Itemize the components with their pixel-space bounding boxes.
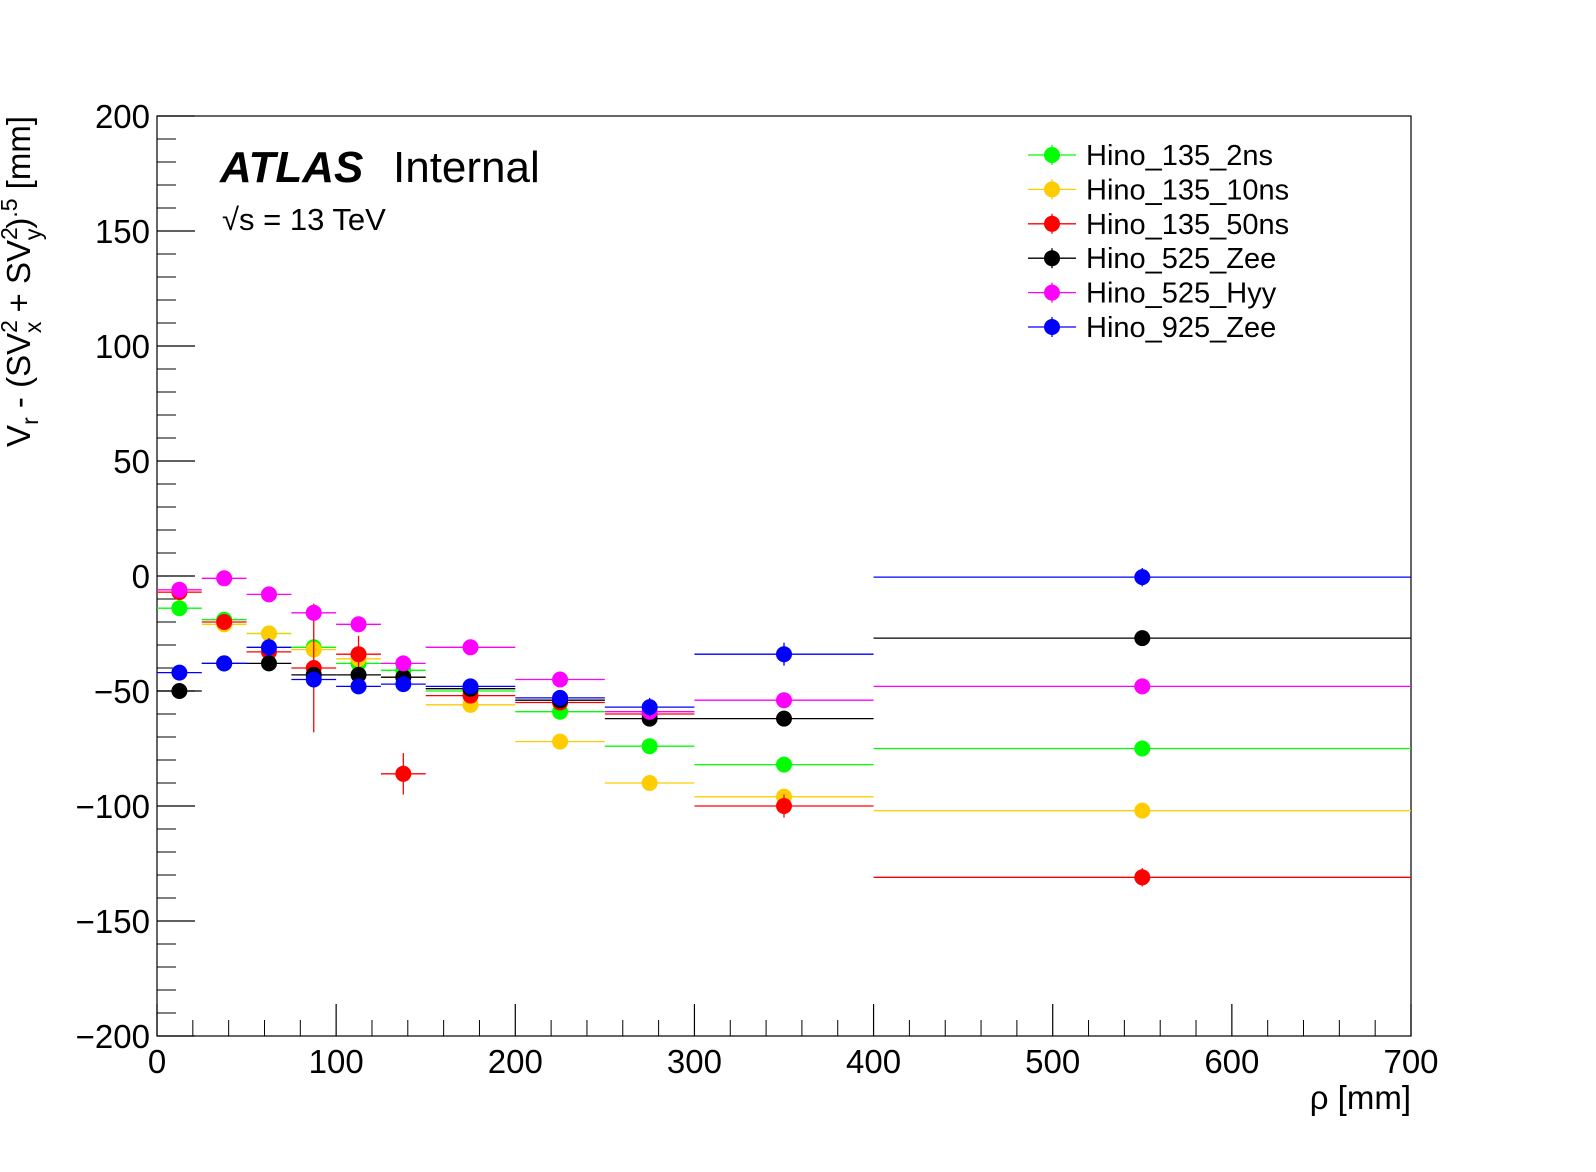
y-tick-label: 50 [113,443,150,480]
data-point [776,646,792,663]
atlas-label: ATLAS Internal √s = 13 TeV [219,143,540,237]
data-point [776,756,792,773]
legend-marker [1044,319,1060,335]
data-point [641,699,658,716]
data-point [1134,740,1151,757]
legend-marker [1044,284,1060,301]
data-point [395,765,412,782]
data-point [552,671,569,688]
internal-text: Internal [393,143,540,192]
data-point [171,581,188,598]
data-point [776,692,792,709]
data-point [260,625,277,642]
data-point [1134,869,1151,886]
legend-label: Hino_135_50ns [1086,209,1289,241]
data-point [776,798,792,814]
legend-label: Hino_135_10ns [1086,174,1289,206]
legend-marker [1044,147,1060,163]
series-Hino_925_Zee [157,567,1411,717]
y-tick-label: 100 [95,328,150,365]
data-point [216,570,233,587]
x-tick-label: 100 [309,1043,364,1080]
data-point [462,678,479,695]
data-point [171,600,188,617]
legend-label: Hino_525_Zee [1086,243,1276,275]
y-tick-label: −150 [76,903,150,940]
data-point [171,683,188,699]
data-point [260,639,277,656]
data-point [305,671,322,688]
data-point [350,616,367,633]
data-point [462,639,479,656]
data-point [1134,802,1151,819]
data-point [216,655,233,672]
legend-marker [1044,181,1060,198]
legend-entry: Hino_135_10ns [1028,174,1289,206]
y-tick-label: −100 [76,788,150,825]
legend-marker [1044,250,1060,267]
x-tick-label: 600 [1204,1043,1259,1080]
legend-label: Hino_525_Hyy [1086,278,1277,310]
data-point [260,586,277,603]
data-point [350,678,367,695]
data-point [1134,630,1151,647]
y-tick-label: −50 [94,673,150,710]
series-Hino_135_50ns [157,584,1411,887]
data-point [395,676,412,693]
legend-entry: Hino_925_Zee [1028,312,1276,344]
x-tick-label: 200 [488,1043,543,1080]
y-tick-label: −200 [76,1018,150,1055]
data-series [157,567,1411,887]
data-point [395,655,412,672]
x-axis-title: ρ [mm] [1310,1079,1411,1116]
data-point [641,738,658,755]
data-point [350,646,367,663]
data-point [641,775,658,791]
data-point [260,655,277,672]
legend-entry: Hino_525_Zee [1028,243,1276,275]
x-tick-label: 300 [667,1043,722,1080]
y-tick-label: 150 [95,213,150,250]
axis-ticks: 0 100 200 300 400 500 600 700 −200 −150 −100 −50 0 50… [76,98,1439,1080]
data-point [552,733,569,750]
x-tick-label: 400 [846,1043,901,1080]
data-point [552,689,569,706]
energy-text: √s = 13 TeV [222,202,386,237]
y-tick-label: 200 [95,98,150,135]
x-tick-label: 700 [1383,1043,1438,1080]
data-point [216,614,233,630]
legend-entry: Hino_135_50ns [1028,209,1289,241]
data-point [171,664,188,681]
data-point [1134,678,1151,695]
legend: Hino_135_2nsHino_135_10nsHino_135_50nsHi… [1028,140,1289,344]
y-tick-label: 0 [132,558,150,595]
y-axis-title: Vr - (SV2x + SV2y).5 [mm] [0,116,46,447]
legend-label: Hino_925_Zee [1086,312,1276,344]
legend-entry: Hino_135_2ns [1028,140,1273,172]
atlas-text: ATLAS [219,143,363,192]
x-tick-label: 0 [148,1043,166,1080]
legend-marker [1044,215,1060,232]
data-point [776,710,792,727]
legend-entry: Hino_525_Hyy [1028,278,1277,310]
x-tick-label: 500 [1025,1043,1080,1080]
data-point [1134,569,1151,586]
data-point [305,604,322,621]
legend-label: Hino_135_2ns [1086,140,1273,172]
data-point [350,666,367,683]
